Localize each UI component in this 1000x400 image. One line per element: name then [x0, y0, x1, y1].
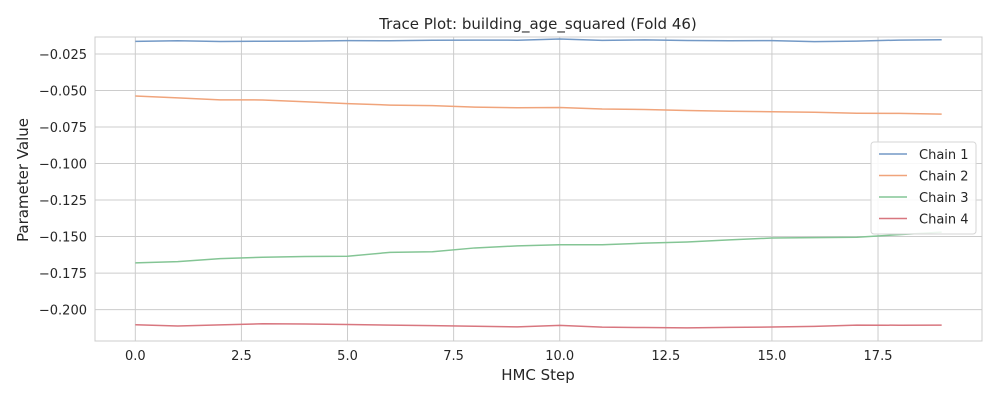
- x-axis: 0.0 2.5 5.0 7.5 10.0 12.5 15.0 17.5: [125, 349, 893, 364]
- series-lines: [135, 38, 942, 329]
- x-tick-label: 0.0: [125, 349, 146, 364]
- series-line-chain-4: [135, 323, 942, 329]
- y-tick-label: −0.125: [39, 194, 87, 209]
- chart-title: Trace Plot: building_age_squared (Fold 4…: [378, 15, 697, 34]
- x-tick-label: 5.0: [337, 349, 358, 364]
- x-tick-label: 7.5: [443, 349, 464, 364]
- y-axis: −0.025 −0.050 −0.075 −0.100 −0.125 −0.150 −0.1…: [39, 48, 87, 319]
- legend-label-chain-2: Chain 2: [919, 170, 969, 185]
- legend-frame: [870, 141, 977, 235]
- y-tick-label: −0.175: [39, 267, 87, 282]
- x-tick-label: 2.5: [231, 349, 252, 364]
- y-tick-label: −0.200: [39, 304, 87, 319]
- series-line-chain-3: [135, 231, 942, 264]
- y-axis-label: Parameter Value: [14, 118, 32, 242]
- series-line-chain-2: [135, 95, 942, 115]
- legend: Chain 1 Chain 2 Chain 3 Chain 4: [870, 141, 977, 235]
- legend-label-chain-3: Chain 3: [919, 191, 969, 206]
- x-tick-label: 15.0: [757, 349, 786, 364]
- x-tick-label: 12.5: [651, 349, 680, 364]
- grid: [95, 37, 982, 341]
- y-tick-label: −0.025: [39, 48, 87, 63]
- x-tick-label: 10.0: [545, 349, 574, 364]
- plot-area: [94, 36, 983, 342]
- y-tick-label: −0.100: [39, 158, 87, 173]
- legend-label-chain-1: Chain 1: [919, 148, 969, 163]
- plot-frame: [94, 36, 983, 342]
- series-line-chain-1: [135, 38, 942, 43]
- x-axis-label: HMC Step: [501, 366, 575, 384]
- y-tick-label: −0.075: [39, 121, 87, 136]
- y-tick-label: −0.050: [39, 84, 87, 99]
- x-tick-label: 17.5: [864, 349, 893, 364]
- legend-label-chain-4: Chain 4: [919, 213, 969, 228]
- y-tick-label: −0.150: [39, 231, 87, 246]
